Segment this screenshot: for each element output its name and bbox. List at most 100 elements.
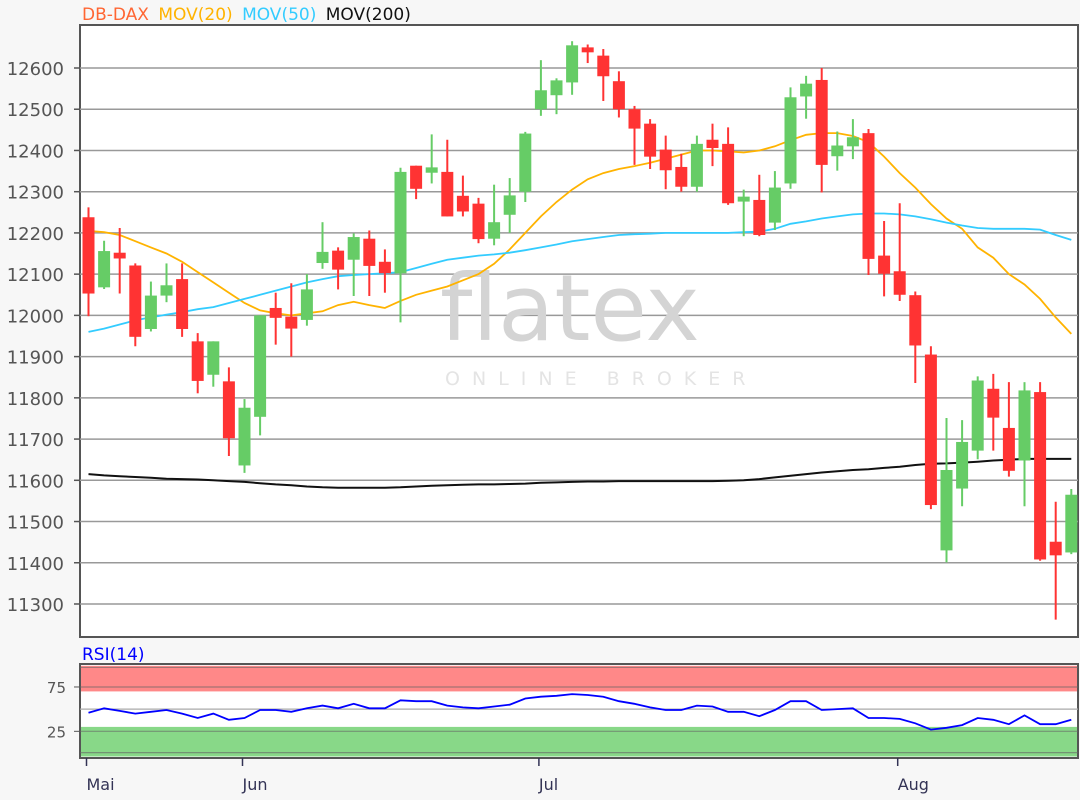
candle-down	[82, 207, 95, 317]
candle-body	[831, 145, 844, 157]
candle-body	[254, 315, 267, 417]
candle-up	[316, 222, 329, 269]
candle-up	[534, 60, 547, 116]
candle-up	[207, 341, 220, 387]
candle-up	[503, 178, 516, 233]
candle-body	[410, 165, 423, 189]
candle-down	[644, 119, 657, 170]
candle-body	[144, 295, 157, 329]
candle-down	[456, 175, 469, 217]
candle-body	[488, 222, 501, 239]
candle-body	[690, 143, 703, 187]
candle-down	[597, 49, 610, 101]
candle-up	[144, 281, 157, 332]
svg-text:DB-DAX MOV(20) MOV: DB-DAX MOV(20) MOV(50) MOV(200)	[82, 5, 411, 25]
candle-body	[472, 203, 485, 240]
candle-body	[722, 143, 735, 204]
candle-up	[550, 78, 563, 115]
candle-down	[191, 333, 204, 394]
x-axis: Mai Jun Jul Aug	[85, 758, 929, 794]
candle-body	[956, 441, 969, 489]
y-tick-label: 11900	[7, 348, 64, 369]
rsi-line	[88, 693, 1072, 731]
candle-body	[909, 295, 922, 346]
candle-body	[581, 47, 594, 53]
candle-up	[784, 87, 797, 189]
candle-body	[534, 90, 547, 110]
candle-down	[410, 165, 423, 200]
candle-body	[878, 255, 891, 274]
candle-body	[363, 238, 376, 266]
ma-line-mov20	[88, 132, 1072, 335]
candle-body	[566, 45, 579, 83]
rsi-tick-label: 75	[47, 679, 66, 697]
candle-body	[628, 109, 641, 129]
moving-averages	[88, 132, 1072, 489]
candle-body	[300, 289, 313, 320]
candle-up	[940, 418, 953, 563]
candle-body	[378, 261, 391, 274]
candle-body	[176, 279, 189, 329]
candle-up	[238, 399, 251, 473]
candle-body	[113, 252, 126, 259]
candle-body	[394, 171, 407, 274]
y-tick-label: 11400	[7, 554, 64, 575]
candle-body	[550, 80, 563, 96]
legend-mov200: MOV(200)	[326, 5, 411, 25]
candle-up	[394, 167, 407, 323]
x-tick-label-jul: Jul	[538, 775, 558, 794]
candle-body	[503, 195, 516, 215]
candle-down	[815, 68, 828, 193]
candle-body	[675, 166, 688, 187]
y-tick-label: 11800	[7, 389, 64, 410]
candle-up	[488, 184, 501, 246]
candle-up	[519, 131, 532, 202]
candle-body	[269, 307, 282, 318]
candle-body	[971, 380, 984, 451]
legend: DB-DAX MOV(20) MOV(50) MOV(200)	[82, 5, 411, 25]
candle-down	[753, 174, 766, 237]
candle-down	[176, 263, 189, 337]
candle-up	[831, 131, 844, 171]
y-tick-label: 11300	[7, 595, 64, 616]
candle-body	[1034, 392, 1047, 560]
candle-body	[1018, 390, 1031, 461]
legend-dbdax: DB-DAX	[82, 5, 149, 25]
candle-body	[924, 354, 937, 506]
legend-mov50: MOV(50)	[242, 5, 316, 25]
candle-down	[378, 249, 391, 293]
candles	[82, 41, 1078, 620]
candle-up	[98, 240, 111, 289]
candle-up	[425, 134, 438, 184]
candle-down	[987, 373, 1000, 451]
x-tick-label-mai: Mai	[87, 775, 115, 794]
candle-down	[893, 203, 906, 301]
watermark-brand: flatex	[440, 255, 700, 362]
candle-body	[129, 265, 142, 337]
y-tick-label: 11500	[7, 513, 64, 534]
y-tick-label: 12000	[7, 306, 64, 327]
candle-down	[1034, 382, 1047, 561]
candle-up	[347, 233, 360, 297]
candle-body	[1065, 494, 1078, 553]
candle-body	[347, 237, 360, 260]
watermark: flatex ONLINE BROKER	[440, 255, 757, 390]
candle-down	[129, 263, 142, 347]
candle-up	[1018, 382, 1031, 507]
y-tick-label: 12500	[7, 100, 64, 121]
candle-up	[956, 420, 969, 507]
candle-body	[737, 196, 750, 202]
candle-body	[987, 388, 1000, 418]
candle-down	[581, 44, 594, 64]
candle-body	[893, 271, 906, 295]
candle-down	[909, 291, 922, 383]
price-grid: 12600 12500 12400 12300 12200 12100 12000 11900…	[7, 59, 1078, 616]
candle-down	[332, 247, 345, 290]
watermark-tagline: ONLINE BROKER	[445, 368, 757, 390]
candle-up	[800, 75, 813, 119]
candle-body	[800, 83, 813, 97]
x-tick-label-aug: Aug	[898, 775, 929, 794]
candle-body	[659, 149, 672, 171]
y-tick-label: 11700	[7, 430, 64, 451]
